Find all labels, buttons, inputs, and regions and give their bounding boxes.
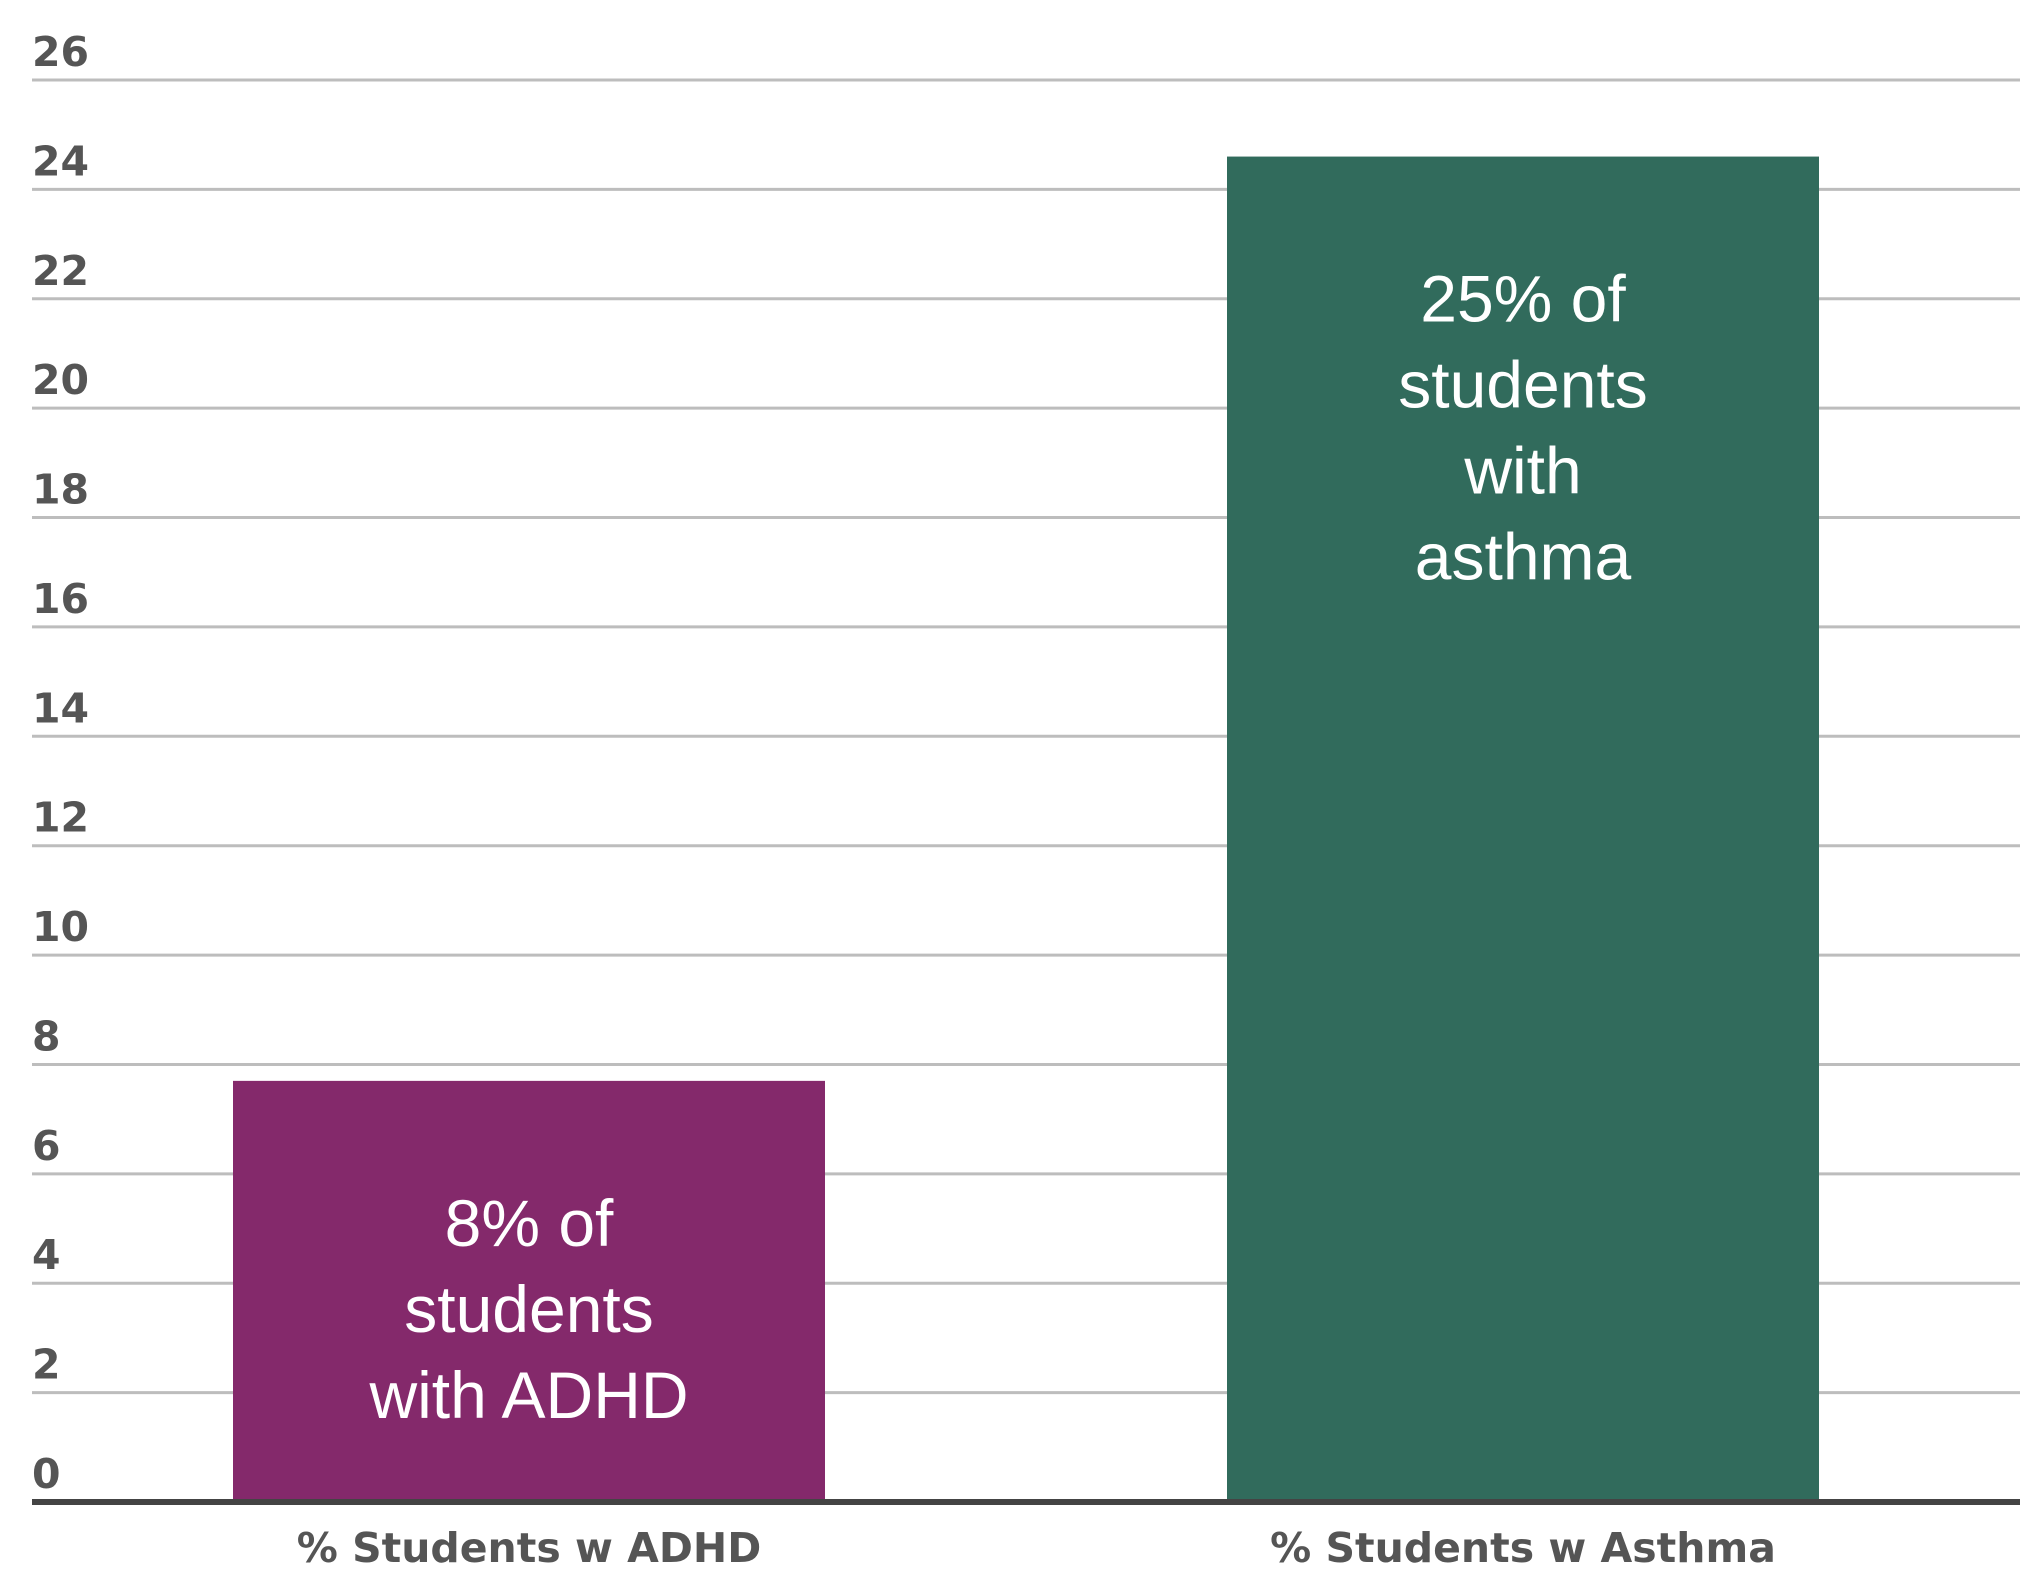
bar-data-label: 25% of bbox=[1420, 262, 1626, 336]
bar-data-label: asthma bbox=[1415, 520, 1632, 594]
bar-data-label: students bbox=[1398, 348, 1648, 422]
bars: 8% of students with ADHD 25% of students with… bbox=[233, 156, 1819, 1503]
x-category-label: % Students w Asthma bbox=[1270, 1524, 1776, 1570]
y-tick-label: 6 bbox=[32, 1122, 61, 1170]
y-tick-label: 12 bbox=[32, 794, 89, 842]
y-tick-label: 4 bbox=[32, 1231, 61, 1279]
y-tick-label: 18 bbox=[32, 466, 89, 514]
x-axis-labels: % Students w ADHD % Students w Asthma bbox=[297, 1524, 1776, 1570]
bar bbox=[233, 1080, 825, 1502]
y-tick-label: 22 bbox=[32, 247, 89, 295]
y-tick-label: 8 bbox=[32, 1012, 61, 1060]
y-tick-label: 16 bbox=[32, 575, 89, 623]
bar-data-label: students bbox=[404, 1272, 654, 1346]
y-tick-label: 26 bbox=[32, 28, 89, 76]
bar-data-label: 8% of bbox=[445, 1186, 614, 1260]
y-tick-label: 24 bbox=[32, 137, 89, 185]
x-category-label: % Students w ADHD bbox=[297, 1524, 762, 1570]
bar bbox=[1227, 156, 1819, 1503]
y-tick-label: 2 bbox=[32, 1341, 61, 1389]
bar-data-label: with ADHD bbox=[368, 1358, 688, 1432]
y-tick-label: 20 bbox=[32, 356, 89, 404]
y-tick-label: 0 bbox=[32, 1450, 61, 1498]
y-tick-label: 10 bbox=[32, 903, 89, 951]
y-tick-label: 14 bbox=[32, 684, 89, 732]
bar-data-label: with bbox=[1463, 434, 1581, 508]
